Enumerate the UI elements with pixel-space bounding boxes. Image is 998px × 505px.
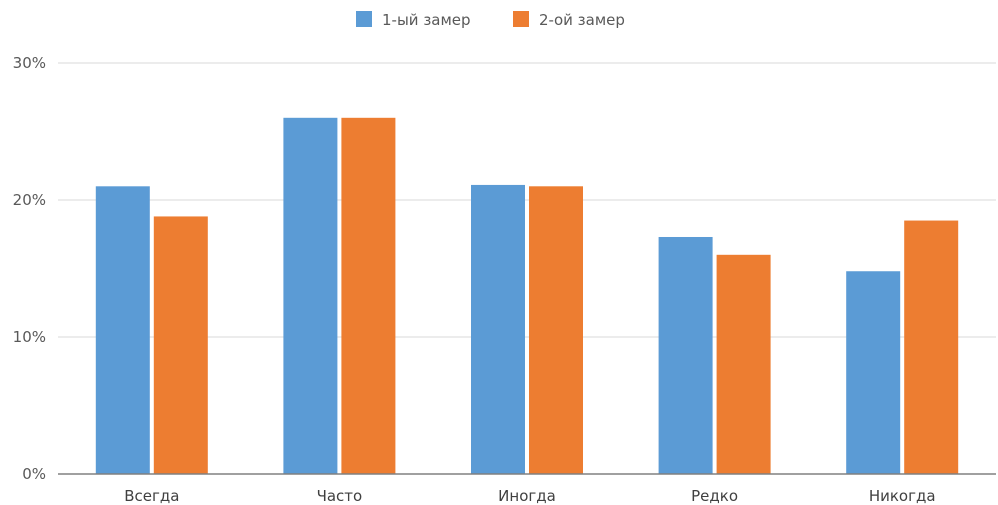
x-tick-label: Никогда (869, 487, 936, 505)
legend-label: 1-ый замер (382, 11, 471, 29)
y-tick-label: 0% (22, 465, 46, 483)
legend-label: 2-ой замер (539, 11, 625, 29)
bar (716, 254, 771, 474)
legend: 1-ый замер 2-ой замер (356, 11, 625, 29)
y-axis-tick-labels: 0% 10% 20% 30% (13, 54, 46, 483)
bars (95, 117, 959, 475)
bar (529, 186, 583, 475)
y-tick-label: 20% (13, 191, 46, 209)
legend-swatch (513, 11, 529, 27)
bar (471, 184, 525, 474)
bar (283, 117, 338, 475)
x-tick-label: Иногда (498, 487, 556, 505)
x-tick-label: Всегда (124, 487, 179, 505)
bar (658, 236, 713, 474)
bar (153, 216, 208, 474)
legend-swatch (356, 11, 372, 27)
x-axis-category-labels: Всегда Часто Иногда Редко Никогда (124, 487, 935, 505)
bar (95, 186, 150, 475)
y-tick-label: 10% (13, 328, 46, 346)
bar (341, 117, 396, 475)
bar (904, 220, 959, 474)
gridlines (58, 62, 996, 338)
y-tick-label: 30% (13, 54, 46, 72)
x-tick-label: Редко (691, 487, 738, 505)
x-tick-label: Часто (317, 487, 363, 505)
bar (846, 271, 901, 474)
